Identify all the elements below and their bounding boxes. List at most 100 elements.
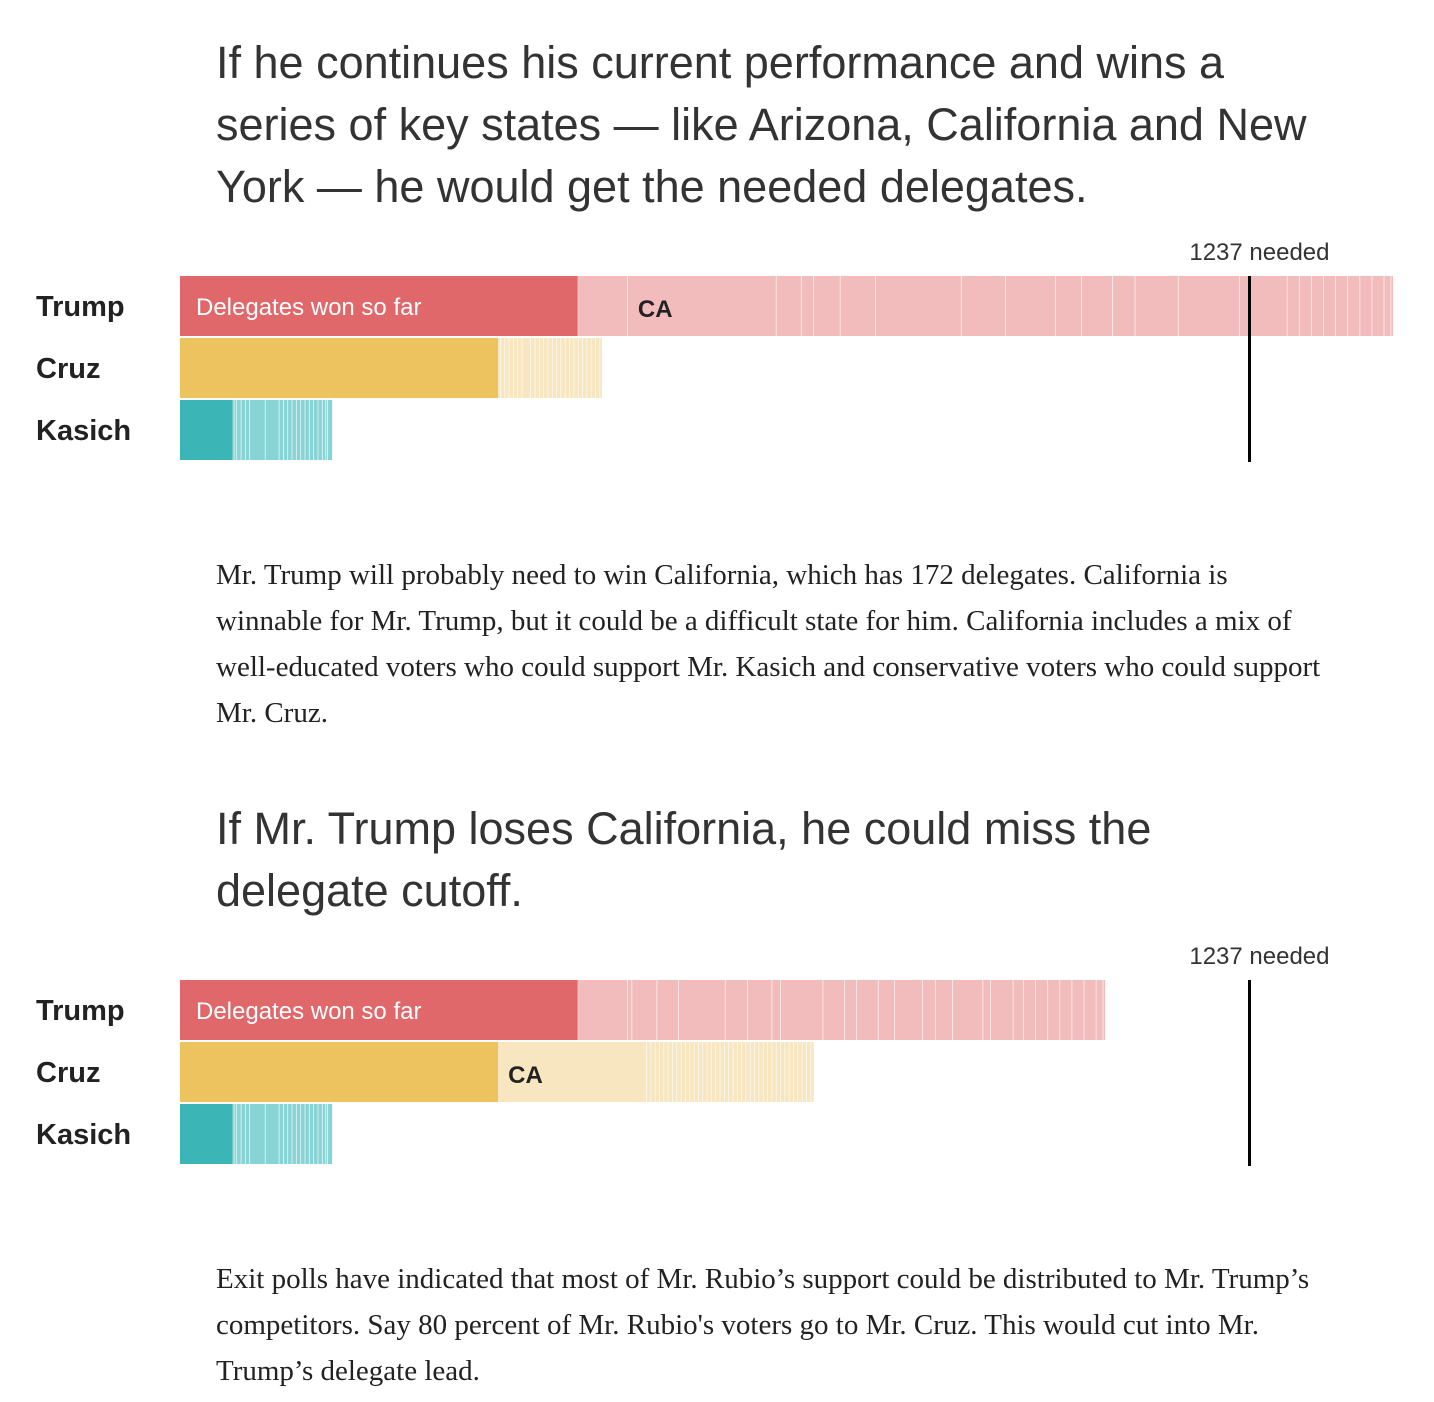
projected-state-segment-cruz: [591, 338, 596, 398]
projected-state-segment-cruz: [798, 1042, 803, 1102]
projected-state-segment-cruz: [500, 338, 506, 398]
projected-state-segment-cruz: [772, 1042, 777, 1102]
projected-state-segment-kasich: [326, 400, 328, 460]
projected-state-segment-cruz: [806, 1042, 812, 1102]
projected-state-segment-cruz: [668, 1042, 673, 1102]
projected-state-segment-kasich: [245, 400, 251, 460]
projected-state-segment-trump: [922, 980, 936, 1040]
projected-state-segment-kasich: [241, 400, 246, 460]
projected-state-segment-kasich: [301, 400, 306, 460]
won-bar-kasich: [180, 400, 233, 460]
projected-state-segment-cruz: [767, 1042, 773, 1102]
projected-state-segment-cruz: [535, 338, 540, 398]
threshold-line: [1248, 980, 1252, 1166]
delegate-chart-2: 1237 needed Trump Delegates won so far Cruz…: [36, 943, 1330, 1166]
projected-state-segment-cruz: [737, 1042, 742, 1102]
headline-1: If he continues his current performance …: [216, 37, 1307, 212]
projected-state-segment-trump: [840, 276, 877, 336]
projected-state-segment-cruz: [664, 1042, 669, 1102]
candidate-label-cruz: Cruz: [36, 1057, 100, 1089]
projected-state-segment-cruz: [498, 338, 501, 398]
projected-state-segment-trump: [1323, 276, 1336, 336]
projected-state-segment-kasich: [322, 1104, 327, 1164]
projected-state-segment-trump: [813, 276, 841, 336]
threshold-label: 1237 needed: [1189, 943, 1329, 970]
projected-state-segment-trump: [1081, 276, 1113, 336]
projected-state-segment-trump: [1384, 276, 1392, 336]
projected-state-segment-cruz: [690, 1042, 695, 1102]
projected-state-segment-cruz: [750, 1042, 755, 1102]
projected-state-segment-cruz: [498, 1042, 647, 1102]
projected-state-segment-trump: [1135, 276, 1179, 336]
projected-state-segment-cruz: [595, 338, 601, 398]
projected-state-segment-cruz: [802, 1042, 807, 1102]
projected-state-segment-trump: [780, 980, 824, 1040]
projected-state-segment-trump: [990, 980, 1014, 1040]
projected-state-segment-cruz: [552, 338, 557, 398]
projected-state-segment-kasich: [283, 1104, 289, 1164]
projected-state-segment-kasich: [305, 1104, 310, 1164]
projected-state-segment-trump: [577, 276, 628, 336]
won-so-far-label: Delegates won so far: [196, 294, 421, 321]
projected-state-segment-cruz: [522, 338, 532, 398]
projected-state-segment-trump: [748, 980, 773, 1040]
projected-state-segment-trump: [1013, 980, 1024, 1040]
projected-state-segment-trump: [1005, 276, 1056, 336]
projected-state-segment-cruz: [513, 338, 519, 398]
projected-state-segment-kasich: [234, 1104, 238, 1164]
projected-state-segment-trump: [1335, 276, 1349, 336]
candidate-label-kasich: Kasich: [36, 1119, 131, 1151]
won-bar-cruz: [180, 338, 499, 398]
projected-state-segment-cruz: [539, 338, 544, 398]
projected-state-segment-kasich: [292, 400, 297, 460]
projected-state-segment-trump: [876, 276, 962, 336]
projected-state-segment-cruz: [651, 1042, 656, 1102]
projected-state-segment-trump: [1360, 276, 1373, 336]
projected-state-segment-kasich: [245, 1104, 251, 1164]
projected-state-segment-kasich: [237, 1104, 242, 1164]
projected-state-segment-kasich: [279, 400, 284, 460]
projected-state-segment-trump: [577, 980, 628, 1040]
projected-state-segment-trump: [1391, 276, 1394, 336]
won-bar-kasich: [180, 1104, 233, 1164]
projected-state-segment-cruz: [703, 1042, 708, 1102]
won-bar-trump: [180, 276, 578, 336]
projected-state-segment-cruz: [694, 1042, 699, 1102]
projected-state-segment-cruz: [724, 1042, 730, 1102]
projected-state-segment-trump: [627, 980, 633, 1040]
projected-state-segment-cruz: [746, 1042, 751, 1102]
projected-state-segment-trump: [1048, 980, 1061, 1040]
projected-state-segment-cruz: [763, 1042, 768, 1102]
candidate-label-trump: Trump: [36, 291, 125, 323]
projected-state-segment-kasich: [237, 400, 242, 460]
projected-state-segment-trump: [1096, 980, 1104, 1040]
projected-state-segment-cruz: [646, 1042, 652, 1102]
projected-state-segment-kasich: [309, 400, 315, 460]
projected-state-segment-cruz: [698, 1042, 704, 1102]
projected-state-segment-cruz: [574, 338, 579, 398]
projected-state-segment-trump: [1372, 276, 1385, 336]
projected-state-segment-trump: [1178, 276, 1240, 336]
projected-state-segment-cruz: [716, 1042, 721, 1102]
projected-state-segment-trump: [1023, 980, 1036, 1040]
projected-state-segment-trump: [632, 980, 658, 1040]
projected-state-segment-cruz: [776, 1042, 781, 1102]
projected-state-segment-trump: [1287, 276, 1300, 336]
projected-state-segment-kasich: [322, 400, 327, 460]
projected-state-segment-cruz: [505, 338, 510, 398]
projected-state-segment-trump: [1311, 276, 1324, 336]
projected-state-segment-trump: [961, 276, 1006, 336]
projected-state-segment-trump: [1348, 276, 1361, 336]
projected-state-segment-cruz: [556, 338, 562, 398]
projected-state-segment-trump: [844, 980, 857, 1040]
projected-state-segment-cruz: [672, 1042, 678, 1102]
projected-state-segment-trump: [1060, 980, 1073, 1040]
projected-state-segment-kasich: [241, 1104, 246, 1164]
projected-state-segment-kasich: [232, 400, 235, 460]
won-so-far-label: Delegates won so far: [196, 998, 421, 1025]
projected-state-segment-trump: [1103, 980, 1106, 1040]
projected-state-segment-kasich: [327, 1104, 333, 1164]
projected-state-segment-kasich: [327, 400, 333, 460]
projected-state-segment-trump: [725, 980, 749, 1040]
projected-state-segment-cruz: [509, 338, 514, 398]
